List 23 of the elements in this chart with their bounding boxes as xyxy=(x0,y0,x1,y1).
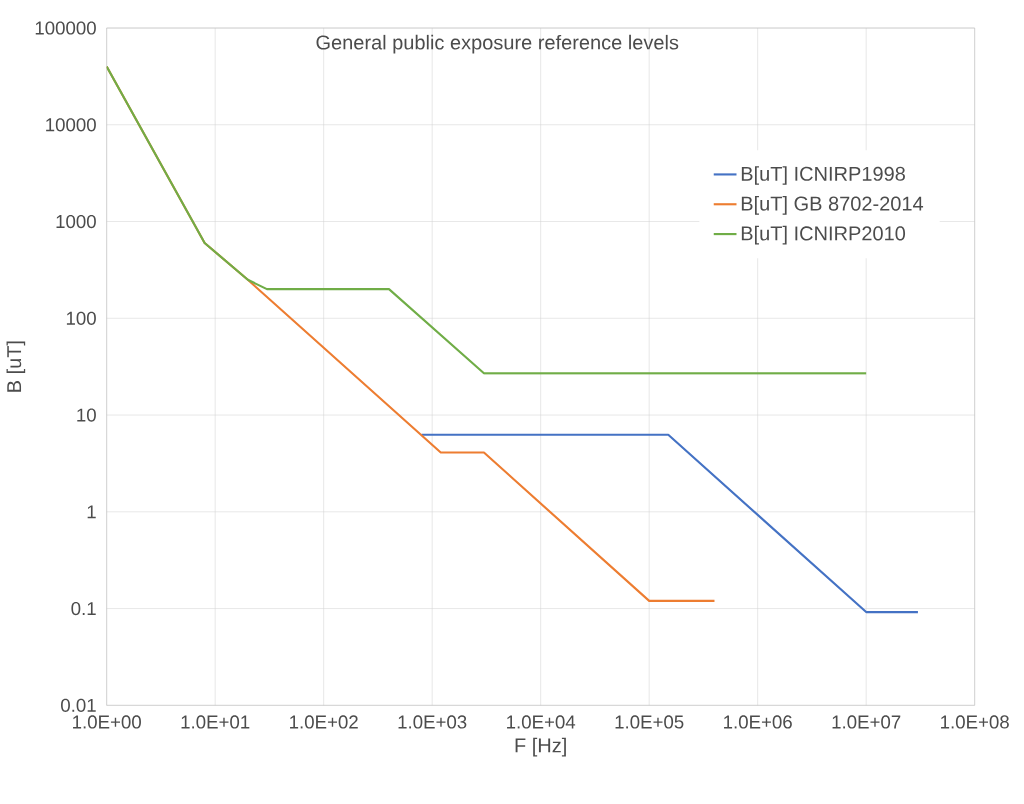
x-tick-label: 1.0E+00 xyxy=(73,715,141,729)
x-tick-label: 1.0E+01 xyxy=(181,715,250,729)
y-tick-label: 1000 xyxy=(56,214,96,229)
y-tick-label: 1 xyxy=(87,505,96,519)
y-axis-title: B [uT] xyxy=(6,341,26,392)
y-tick-label: 0.1 xyxy=(71,601,96,616)
y-tick-label: 0.01 xyxy=(61,698,96,712)
x-tick-label: 1.0E+07 xyxy=(832,715,901,729)
chart-title: General public exposure reference levels xyxy=(316,34,679,54)
x-tick-label: 1.0E+03 xyxy=(398,715,467,729)
legend-label: B[uT] GB 8702-2014 xyxy=(741,196,924,215)
x-tick-label: 1.0E+02 xyxy=(290,715,358,729)
legend-label: B[uT] ICNIRP1998 xyxy=(741,166,905,185)
x-tick-label: 1.0E+05 xyxy=(615,715,684,729)
x-axis-title: F [Hz] xyxy=(515,737,566,757)
x-tick-label: 1.0E+04 xyxy=(507,715,576,729)
y-tick-label: 100000 xyxy=(35,21,96,35)
x-tick-label: 1.0E+08 xyxy=(941,715,1009,729)
y-tick-label: 10 xyxy=(77,408,96,422)
y-tick-label: 100 xyxy=(66,311,96,325)
y-tick-label: 10000 xyxy=(46,118,96,132)
x-tick-label: 1.0E+06 xyxy=(724,715,792,729)
legend-label: B[uT] ICNIRP2010 xyxy=(741,225,906,245)
